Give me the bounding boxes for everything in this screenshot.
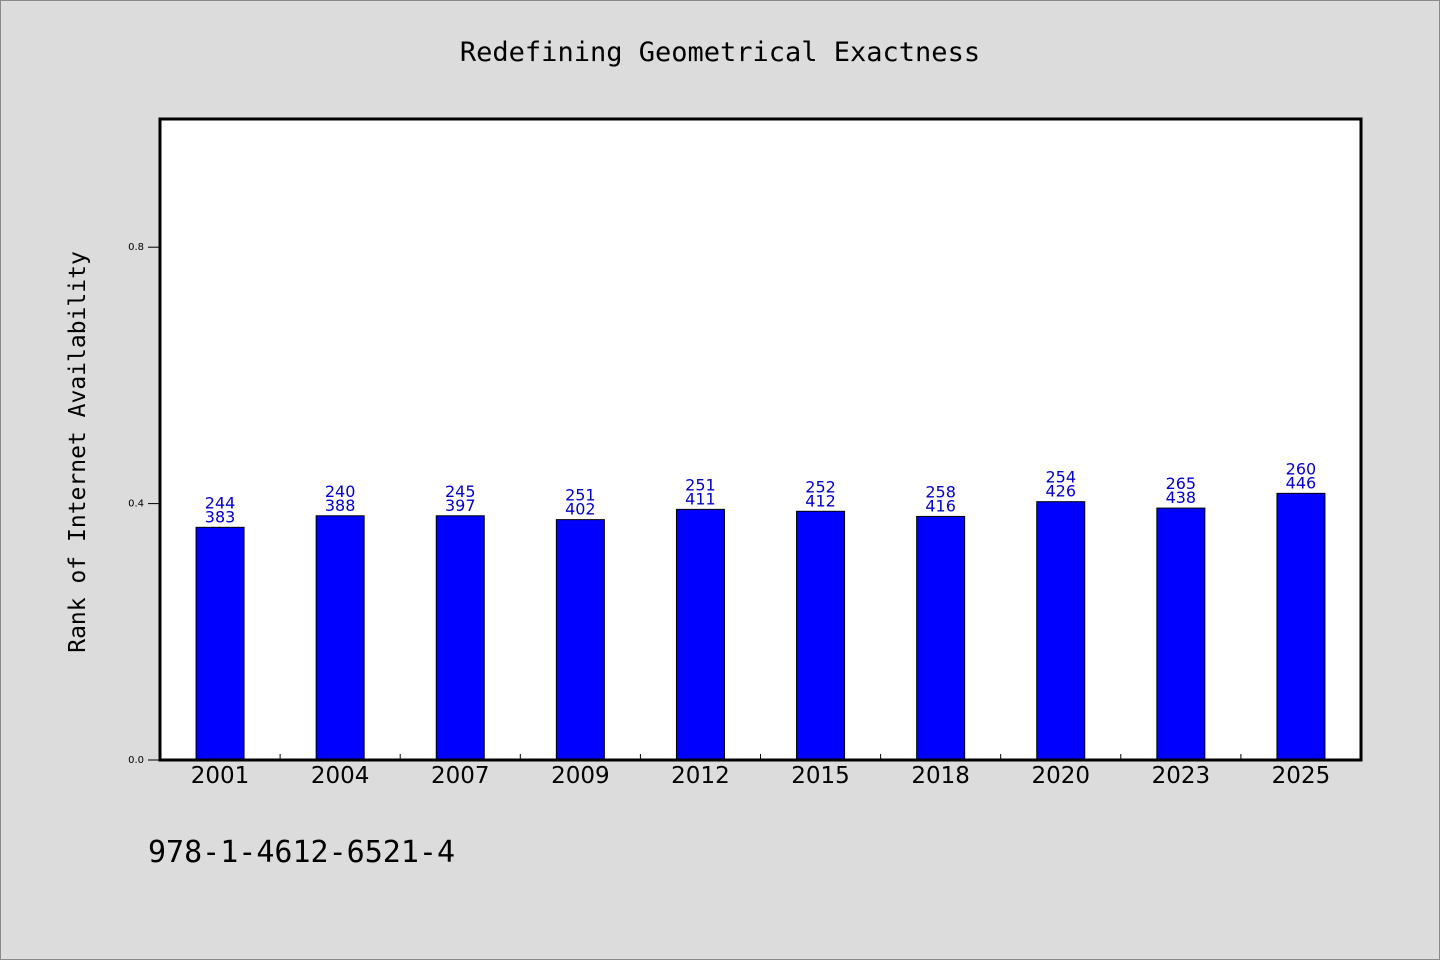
bar-2025 <box>1276 492 1326 761</box>
x-tick-label-2018: 2018 <box>911 763 970 789</box>
bar-2001 <box>195 526 245 761</box>
data-label-bottom-2012: 411 <box>685 489 716 508</box>
x-tick-label-2007: 2007 <box>431 763 490 789</box>
data-label-top-2015: 252 <box>805 477 836 496</box>
x-tick-label-2020: 2020 <box>1031 763 1090 789</box>
x-tick-label-2009: 2009 <box>551 763 610 789</box>
bar-2004 <box>315 515 365 761</box>
data-label-bottom-2025: 446 <box>1286 473 1317 492</box>
data-label-top-2023: 265 <box>1166 474 1197 493</box>
ticks-layer: 2001 2004 2007 2009 2012 2015 2018 2020 2023 2025… <box>128 242 1330 789</box>
bar-2012 <box>675 508 725 761</box>
data-label-bottom-2007: 397 <box>445 496 476 515</box>
data-label-bottom-2009: 402 <box>565 500 596 519</box>
isbn-footer: 978-1-4612-6521-4 <box>148 835 455 870</box>
x-tick-label-2012: 2012 <box>671 763 730 789</box>
data-label-top-2004: 240 <box>325 482 356 501</box>
data-label-top-2001: 244 <box>205 493 236 512</box>
chart-title: Redefining Geometrical Exactness <box>460 37 980 68</box>
bars-layer <box>195 492 1326 761</box>
data-label-bottom-2023: 438 <box>1166 488 1197 507</box>
y-tick-label-0.0: 0.0 <box>128 755 144 766</box>
x-tick-label-2023: 2023 <box>1152 763 1211 789</box>
x-tick-label-2001: 2001 <box>191 763 250 789</box>
y-tick-label-0.4: 0.4 <box>128 499 144 510</box>
data-label-bottom-2018: 416 <box>925 496 956 515</box>
y-tick-label-0.8: 0.8 <box>128 242 144 253</box>
data-label-top-2018: 258 <box>925 482 956 501</box>
x-tick-label-2025: 2025 <box>1272 763 1331 789</box>
data-label-top-2012: 251 <box>685 475 716 494</box>
plot-border <box>158 117 1363 762</box>
data-label-bottom-2015: 412 <box>805 491 836 510</box>
data-label-bottom-2004: 388 <box>325 496 356 515</box>
bar-2009 <box>555 519 605 761</box>
x-tick-label-2004: 2004 <box>311 763 370 789</box>
y-axis-label: Rank of Internet Availability <box>65 251 91 653</box>
data-label-top-2009: 251 <box>565 486 596 505</box>
data-label-top-2025: 260 <box>1286 459 1317 478</box>
data-label-bottom-2020: 426 <box>1045 482 1076 501</box>
data-label-bottom-2001: 383 <box>205 507 236 526</box>
bar-2023 <box>1156 507 1206 761</box>
bar-2018 <box>916 515 966 761</box>
x-tick-label-2015: 2015 <box>791 763 850 789</box>
bar-2007 <box>435 515 485 761</box>
data-label-top-2020: 254 <box>1045 468 1076 487</box>
data-label-top-2007: 245 <box>445 482 476 501</box>
bar-2020 <box>1036 501 1086 761</box>
bar-2015 <box>796 510 846 761</box>
